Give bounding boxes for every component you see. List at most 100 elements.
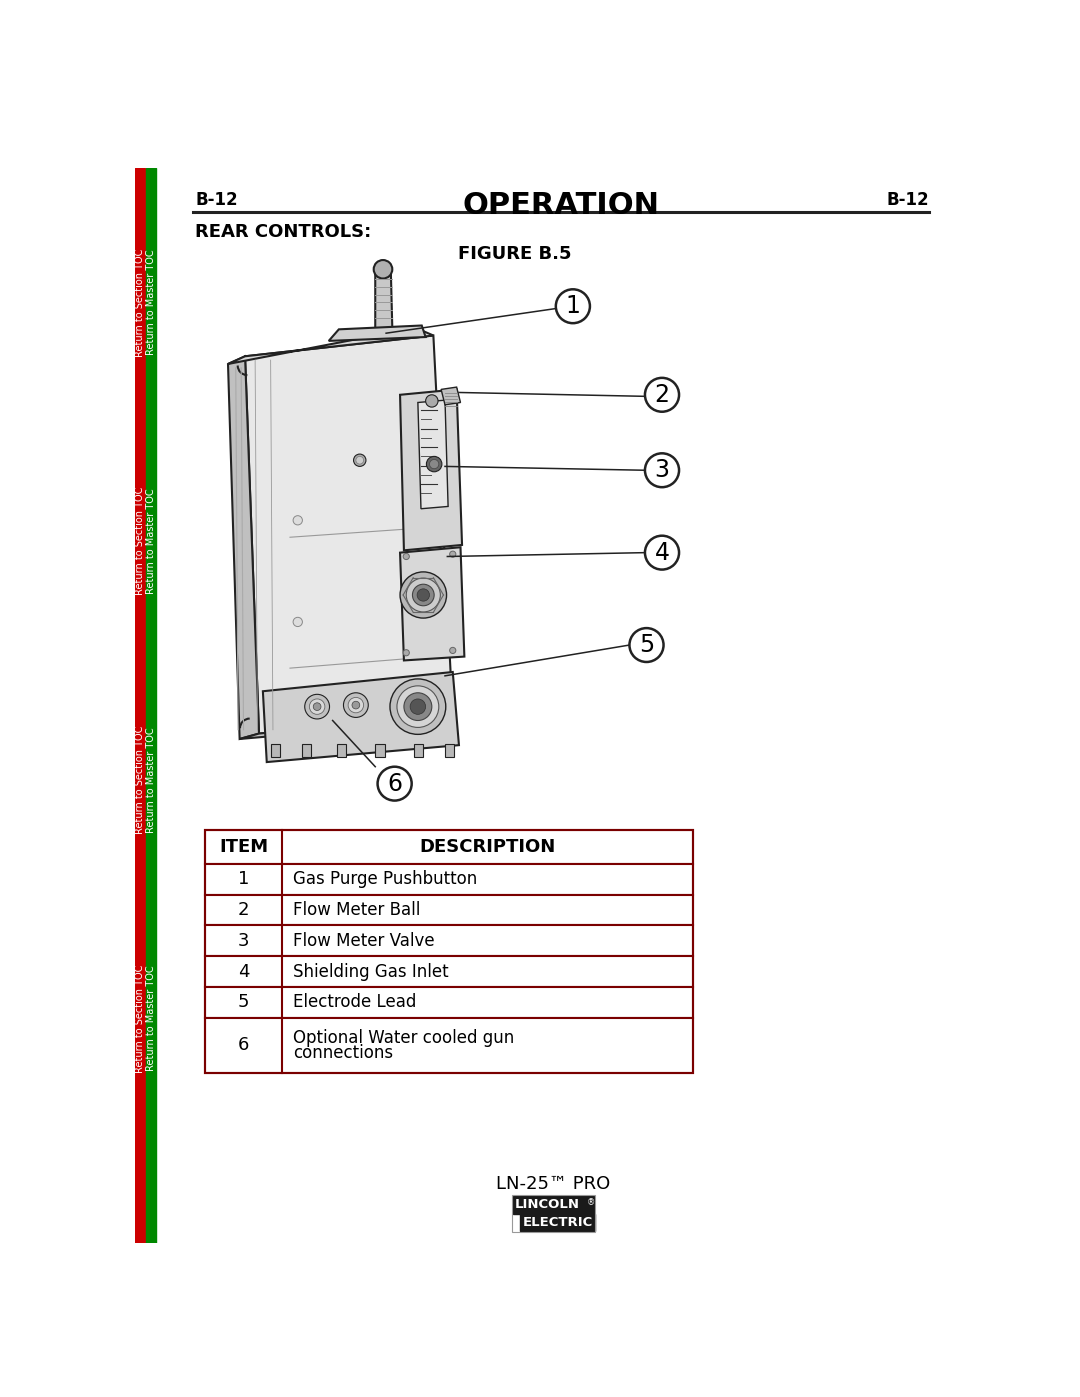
Bar — [135, 168, 145, 1243]
Polygon shape — [328, 326, 426, 341]
Text: 2: 2 — [654, 383, 670, 407]
Text: Return to Section TOC: Return to Section TOC — [135, 725, 145, 834]
Circle shape — [397, 686, 438, 728]
Circle shape — [353, 454, 366, 467]
Text: 6: 6 — [238, 1037, 249, 1055]
Text: FIGURE B.5: FIGURE B.5 — [458, 244, 571, 263]
Bar — [519, 1214, 595, 1231]
Text: 1: 1 — [566, 295, 580, 319]
Circle shape — [449, 550, 456, 557]
Bar — [205, 863, 693, 894]
Text: Shielding Gas Inlet: Shielding Gas Inlet — [293, 963, 448, 981]
Bar — [205, 986, 693, 1018]
Bar — [146, 168, 156, 1243]
Circle shape — [390, 679, 446, 735]
Circle shape — [403, 650, 409, 655]
Text: 5: 5 — [639, 633, 654, 657]
Text: 5: 5 — [238, 993, 249, 1011]
Circle shape — [403, 553, 409, 560]
Circle shape — [645, 453, 679, 488]
Text: 4: 4 — [238, 963, 249, 981]
Bar — [205, 925, 693, 956]
Text: Return to Master TOC: Return to Master TOC — [146, 726, 156, 833]
Text: LN-25™ PRO: LN-25™ PRO — [497, 1175, 610, 1193]
Polygon shape — [228, 356, 259, 739]
Circle shape — [378, 767, 411, 800]
Circle shape — [645, 535, 679, 570]
Text: ®: ® — [586, 1197, 595, 1207]
Text: Return to Section TOC: Return to Section TOC — [135, 964, 145, 1073]
Circle shape — [417, 588, 430, 601]
Bar — [205, 830, 693, 1073]
Text: Optional Water cooled gun: Optional Water cooled gun — [293, 1028, 514, 1046]
Circle shape — [410, 698, 426, 714]
Circle shape — [427, 457, 442, 472]
Text: REAR CONTROLS:: REAR CONTROLS: — [195, 224, 372, 242]
Bar — [513, 1196, 594, 1214]
Circle shape — [404, 693, 432, 721]
Circle shape — [313, 703, 321, 711]
Bar — [301, 743, 311, 757]
Bar — [205, 956, 693, 986]
Polygon shape — [441, 387, 460, 405]
Circle shape — [293, 515, 302, 525]
Polygon shape — [262, 672, 459, 763]
Bar — [512, 1194, 595, 1232]
Polygon shape — [375, 268, 392, 330]
Circle shape — [343, 693, 368, 718]
Text: B-12: B-12 — [195, 191, 238, 208]
Circle shape — [374, 260, 392, 278]
Bar — [205, 894, 693, 925]
Text: Return to Master TOC: Return to Master TOC — [146, 965, 156, 1071]
Polygon shape — [400, 548, 464, 661]
Circle shape — [348, 697, 364, 712]
Text: 1: 1 — [238, 870, 249, 888]
Circle shape — [426, 395, 438, 407]
Circle shape — [309, 698, 325, 714]
Circle shape — [352, 701, 360, 708]
Text: Flow Meter Valve: Flow Meter Valve — [293, 932, 435, 950]
Circle shape — [630, 629, 663, 662]
Text: 6: 6 — [387, 771, 402, 796]
Text: Return to Section TOC: Return to Section TOC — [135, 249, 145, 356]
Text: Return to Master TOC: Return to Master TOC — [146, 489, 156, 594]
Text: 4: 4 — [654, 541, 670, 564]
Text: 2: 2 — [238, 901, 249, 919]
Text: Gas Purge Pushbutton: Gas Purge Pushbutton — [293, 870, 477, 888]
Text: Flow Meter Ball: Flow Meter Ball — [293, 901, 420, 919]
Text: ELECTRIC: ELECTRIC — [523, 1215, 593, 1229]
Circle shape — [400, 571, 446, 617]
Bar — [445, 743, 455, 757]
Text: Return to Master TOC: Return to Master TOC — [146, 250, 156, 355]
Polygon shape — [400, 390, 462, 550]
Text: OPERATION: OPERATION — [462, 191, 660, 219]
Polygon shape — [228, 328, 433, 365]
Circle shape — [406, 578, 441, 612]
Text: ITEM: ITEM — [219, 838, 268, 856]
Text: 3: 3 — [654, 458, 670, 482]
Circle shape — [645, 377, 679, 412]
Bar — [205, 830, 693, 863]
Circle shape — [413, 584, 434, 606]
Polygon shape — [240, 714, 453, 739]
Circle shape — [449, 647, 456, 654]
Bar — [414, 743, 423, 757]
Polygon shape — [245, 335, 453, 733]
Polygon shape — [418, 400, 448, 509]
Text: B-12: B-12 — [887, 191, 930, 208]
Text: Return to Section TOC: Return to Section TOC — [135, 488, 145, 595]
Bar — [337, 743, 346, 757]
Bar — [205, 1018, 693, 1073]
Circle shape — [293, 617, 302, 627]
Circle shape — [305, 694, 329, 719]
Text: 3: 3 — [238, 932, 249, 950]
Bar — [375, 743, 384, 757]
Bar — [271, 743, 280, 757]
Text: connections: connections — [293, 1044, 393, 1062]
Circle shape — [356, 457, 364, 464]
Text: DESCRIPTION: DESCRIPTION — [419, 838, 556, 856]
Text: LINCOLN: LINCOLN — [515, 1199, 580, 1211]
Circle shape — [430, 460, 438, 469]
Circle shape — [556, 289, 590, 323]
Text: Electrode Lead: Electrode Lead — [293, 993, 417, 1011]
